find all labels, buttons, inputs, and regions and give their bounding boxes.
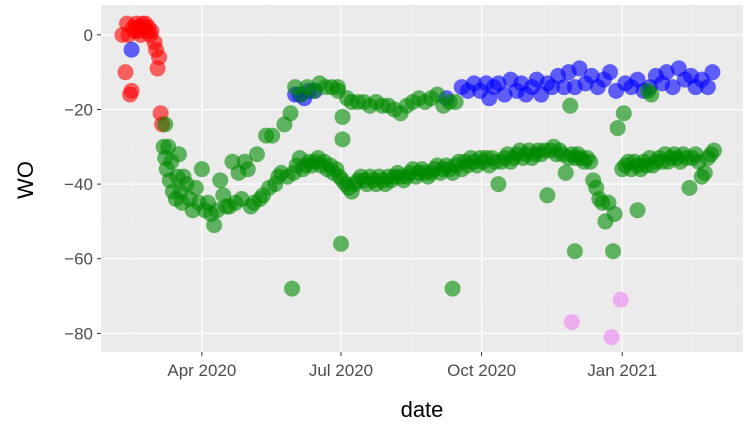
x-axis-ticks: Apr 2020 Jul 2020 Oct 2020 Jan 2021 [167, 352, 657, 380]
data-point-green [284, 280, 301, 297]
data-point-blue [704, 64, 721, 81]
data-point-green [447, 94, 464, 111]
data-point-blue [123, 41, 140, 58]
data-point-green [329, 79, 346, 96]
data-point-green [557, 164, 574, 181]
data-point-pink [563, 314, 580, 331]
x-tick-label: Jan 2021 [587, 361, 657, 380]
data-point-green [239, 161, 256, 178]
data-point-green [490, 176, 507, 193]
data-point-blue [699, 79, 716, 96]
y-tick-label: 0 [84, 26, 93, 45]
y-axis-title: WO [13, 161, 38, 199]
data-point-blue [658, 64, 675, 81]
data-point-red [123, 82, 140, 99]
data-point-blue [602, 64, 619, 81]
data-point-green [187, 179, 204, 196]
data-point-green [157, 116, 174, 133]
y-tick-label: −80 [64, 324, 93, 343]
data-point-green [264, 127, 281, 144]
major-gridlines [101, 5, 743, 352]
data-point-green [562, 97, 579, 114]
y-axis-ticks: 0 −20 −40 −60 −80 [64, 26, 101, 343]
data-point-blue [496, 86, 513, 103]
x-tick-label: Oct 2020 [447, 361, 516, 380]
data-point-green [629, 202, 646, 219]
data-point-green [705, 142, 722, 159]
data-point-green [582, 153, 599, 170]
x-tick-label: Apr 2020 [167, 361, 236, 380]
y-tick-label: −20 [64, 100, 93, 119]
x-axis-title: date [401, 397, 444, 422]
data-point-green [332, 235, 349, 252]
data-point-pink [612, 291, 629, 308]
data-point-red [117, 64, 134, 81]
data-point-green [566, 243, 583, 260]
data-point-green [206, 217, 223, 234]
data-point-green [193, 161, 210, 178]
data-point-green [212, 172, 229, 189]
y-tick-label: −40 [64, 175, 93, 194]
data-point-green [444, 280, 461, 297]
data-point-green [334, 108, 351, 125]
data-point-green [609, 120, 626, 137]
y-tick-label: −60 [64, 250, 93, 269]
data-point-green [248, 146, 265, 163]
data-point-green [696, 164, 713, 181]
data-point-green [681, 179, 698, 196]
x-tick-label: Jul 2020 [309, 361, 373, 380]
data-points [114, 15, 722, 346]
data-point-pink [603, 329, 620, 346]
data-point-green [615, 105, 632, 122]
data-point-red [151, 49, 168, 66]
data-point-green [640, 82, 657, 99]
data-point-green [334, 131, 351, 148]
data-point-green [282, 105, 299, 122]
data-point-blue [571, 60, 588, 77]
data-point-green [605, 243, 622, 260]
data-point-green [539, 187, 556, 204]
data-point-green [606, 205, 623, 222]
data-point-green [170, 146, 187, 163]
data-point-blue [664, 79, 681, 96]
